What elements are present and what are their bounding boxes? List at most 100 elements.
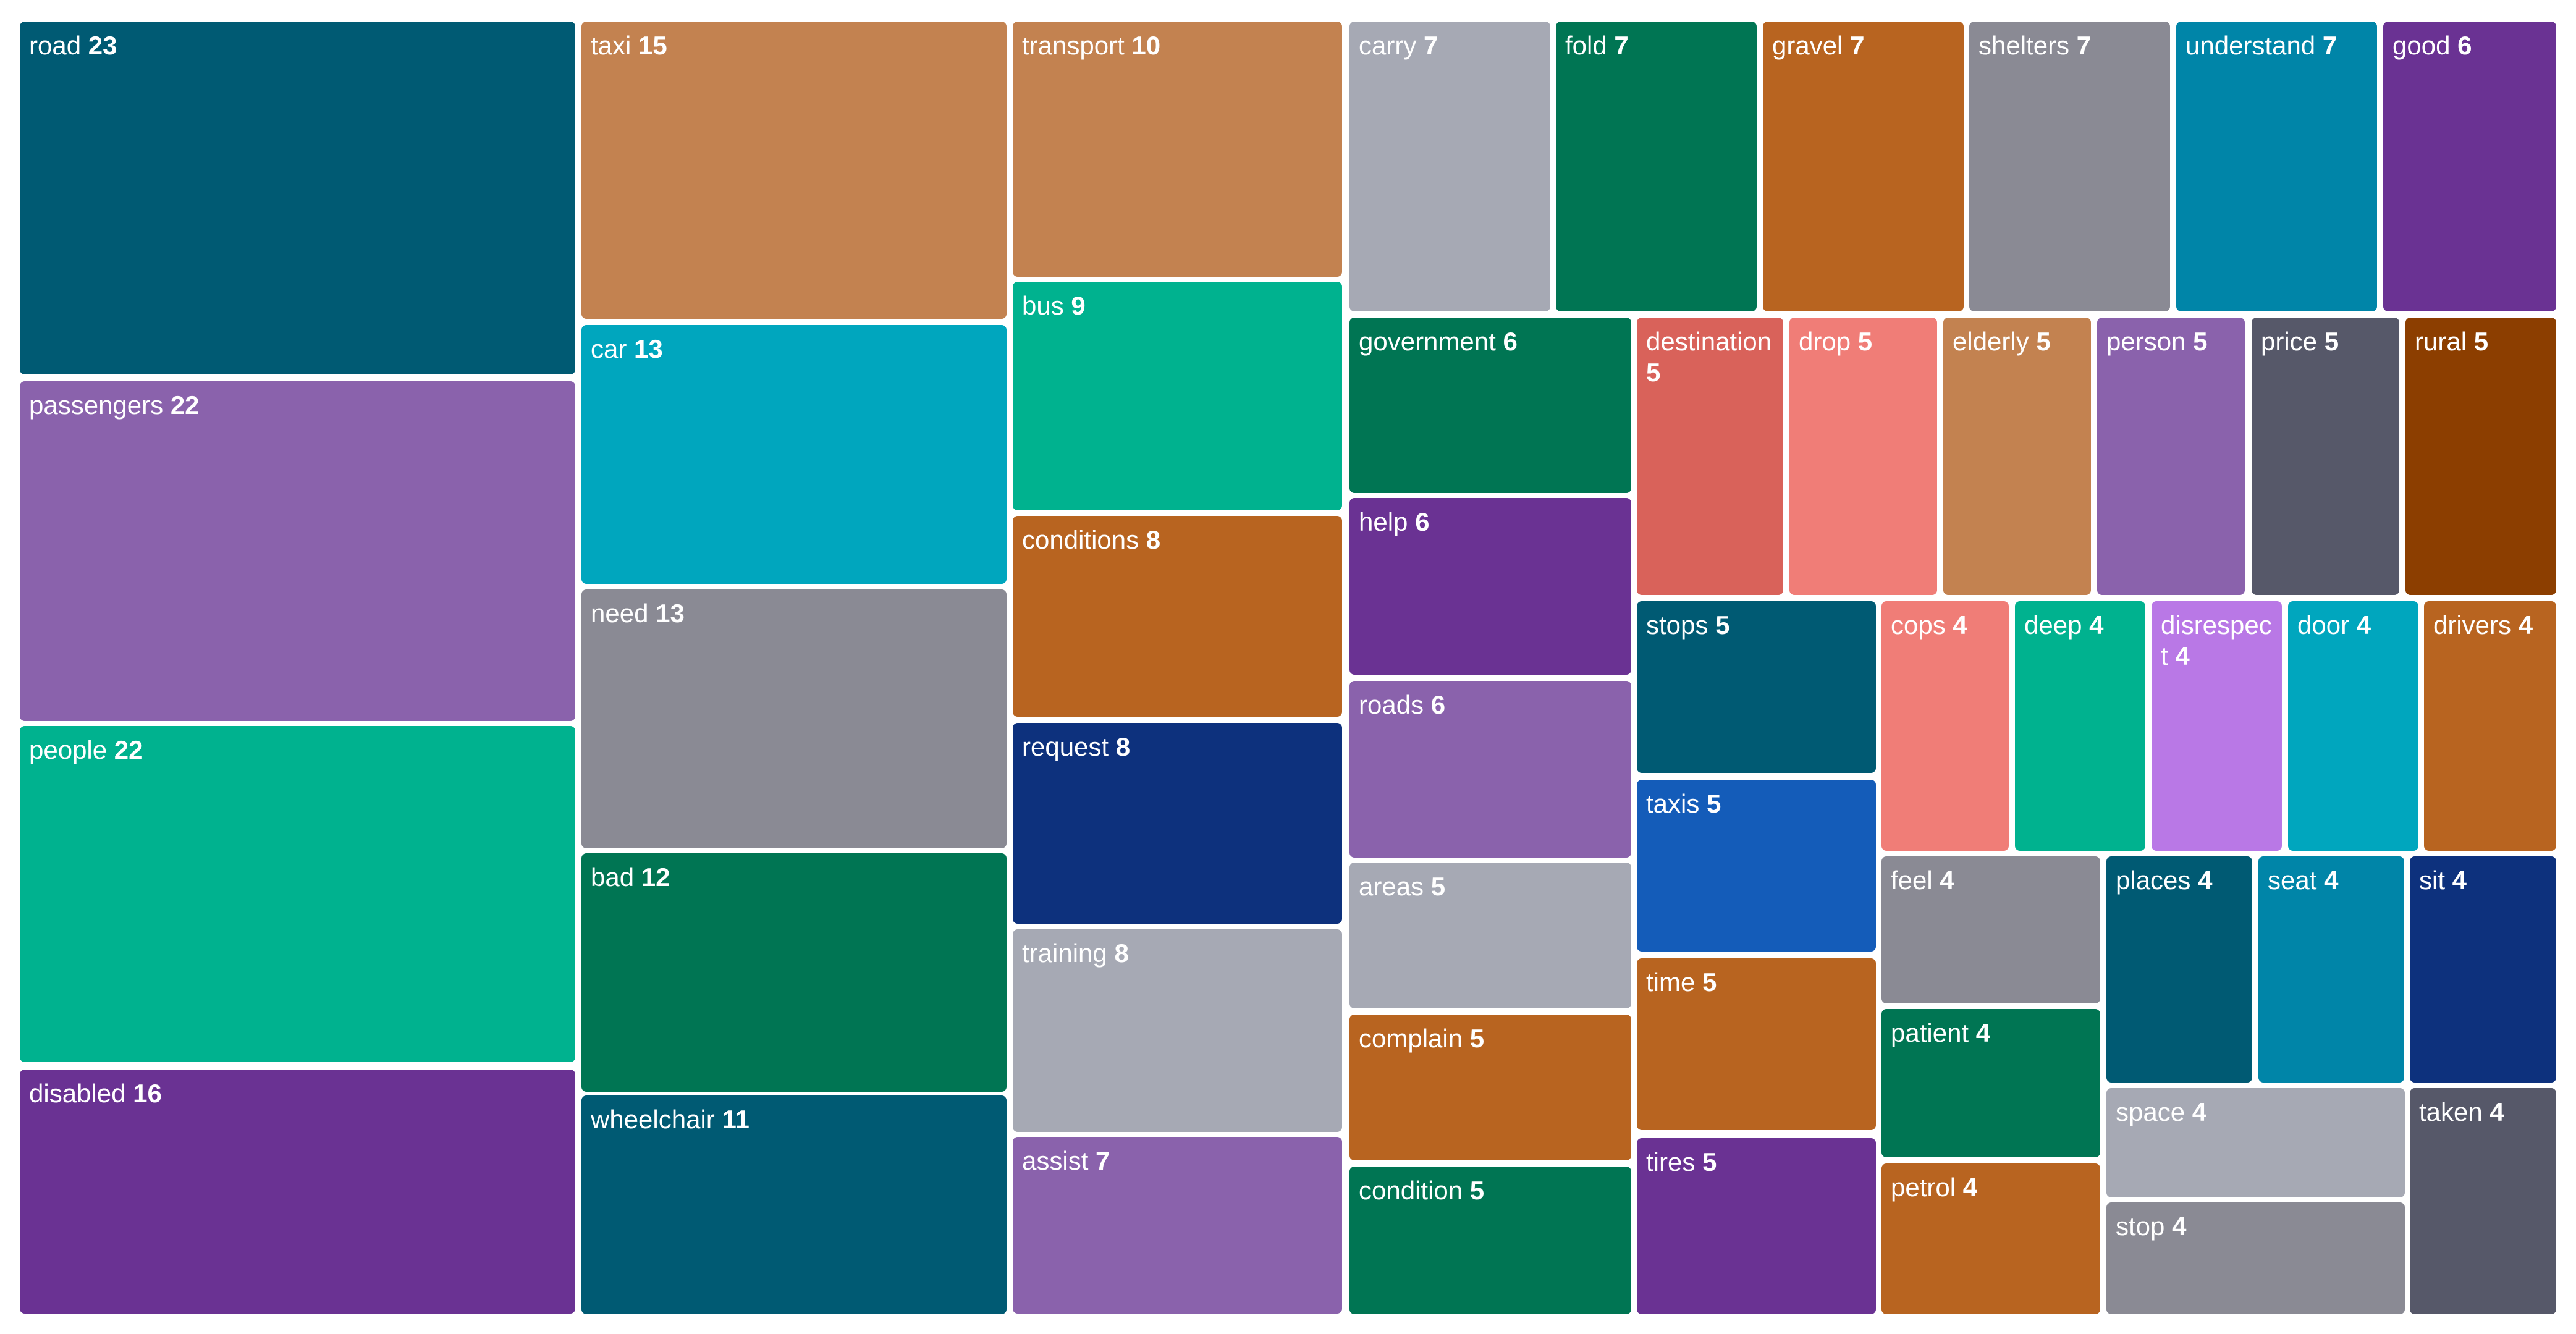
treemap-cell-sit: sit 4 bbox=[2410, 856, 2556, 1083]
cell-count: 5 bbox=[2036, 327, 2051, 356]
treemap-cell-need: need 13 bbox=[581, 589, 1007, 848]
cell-label: conditions 8 bbox=[1022, 525, 1336, 555]
cell-word: sit bbox=[2419, 866, 2445, 895]
cell-count: 7 bbox=[2076, 31, 2092, 60]
cell-label: understand 7 bbox=[2185, 30, 2371, 61]
cell-label: fold 7 bbox=[1565, 30, 1750, 61]
cell-word: government bbox=[1359, 327, 1496, 356]
treemap-cell-drop: drop 5 bbox=[1789, 318, 1937, 595]
cell-label: time 5 bbox=[1646, 967, 1870, 998]
cell-word: roads bbox=[1359, 690, 1424, 719]
treemap-cell-taxis: taxis 5 bbox=[1637, 780, 1876, 952]
treemap-cell-places: places 4 bbox=[2106, 856, 2252, 1083]
treemap-cell-destination: destination 5 bbox=[1637, 318, 1783, 595]
cell-label: assist 7 bbox=[1022, 1146, 1336, 1176]
cell-word: car bbox=[591, 334, 627, 363]
cell-word: cops bbox=[1891, 610, 1946, 640]
treemap-cell-assist: assist 7 bbox=[1013, 1137, 1342, 1314]
cell-word: bad bbox=[591, 863, 635, 892]
treemap-cell-conditions: conditions 8 bbox=[1013, 516, 1342, 717]
cell-word: shelters bbox=[1978, 31, 2070, 60]
cell-word: carry bbox=[1359, 31, 1417, 60]
cell-label: door 4 bbox=[2297, 610, 2412, 641]
cell-count: 5 bbox=[2324, 327, 2339, 356]
cell-label: disabled 16 bbox=[29, 1078, 569, 1109]
cell-word: wheelchair bbox=[591, 1105, 715, 1134]
treemap-cell-fold: fold 7 bbox=[1556, 22, 1757, 311]
cell-label: taken 4 bbox=[2419, 1097, 2550, 1128]
cell-label: carry 7 bbox=[1359, 30, 1544, 61]
cell-word: price bbox=[2261, 327, 2318, 356]
treemap-cell-areas: areas 5 bbox=[1349, 863, 1631, 1008]
cell-count: 5 bbox=[1857, 327, 1873, 356]
cell-count: 12 bbox=[641, 863, 670, 892]
cell-label: taxi 15 bbox=[591, 30, 1000, 61]
cell-label: condition 5 bbox=[1359, 1175, 1625, 1206]
treemap-cell-deep: deep 4 bbox=[2015, 601, 2145, 851]
cell-label: deep 4 bbox=[2024, 610, 2139, 641]
treemap-cell-help: help 6 bbox=[1349, 498, 1631, 675]
cell-count: 15 bbox=[638, 31, 667, 60]
cell-word: taxis bbox=[1646, 789, 1700, 818]
cell-word: tires bbox=[1646, 1147, 1696, 1176]
cell-word: feel bbox=[1891, 866, 1933, 895]
treemap-cell-transport: transport 10 bbox=[1013, 22, 1342, 277]
treemap-cell-good: good 6 bbox=[2383, 22, 2556, 311]
cell-word: seat bbox=[2268, 866, 2317, 895]
cell-count: 6 bbox=[1415, 507, 1430, 536]
treemap-cell-rural: rural 5 bbox=[2405, 318, 2556, 595]
cell-word: person bbox=[2106, 327, 2186, 356]
cell-word: need bbox=[591, 599, 649, 628]
cell-count: 4 bbox=[2489, 1097, 2504, 1126]
cell-count: 16 bbox=[133, 1079, 162, 1108]
treemap-cell-carry: carry 7 bbox=[1349, 22, 1550, 311]
cell-label: areas 5 bbox=[1359, 871, 1625, 902]
cell-count: 11 bbox=[722, 1105, 750, 1134]
treemap-cell-door: door 4 bbox=[2288, 601, 2418, 851]
cell-word: training bbox=[1022, 939, 1107, 968]
cell-count: 5 bbox=[1646, 358, 1661, 387]
treemap-cell-elderly: elderly 5 bbox=[1943, 318, 2091, 595]
cell-count: 8 bbox=[1146, 525, 1161, 554]
cell-word: stops bbox=[1646, 610, 1708, 640]
treemap-cell-person: person 5 bbox=[2097, 318, 2245, 595]
cell-label: feel 4 bbox=[1891, 865, 2094, 896]
cell-label: seat 4 bbox=[2268, 865, 2398, 896]
cell-count: 5 bbox=[1469, 1024, 1485, 1053]
cell-word: passengers bbox=[29, 390, 164, 420]
cell-label: need 13 bbox=[591, 598, 1000, 629]
cell-word: people bbox=[29, 735, 108, 764]
cell-label: sit 4 bbox=[2419, 865, 2550, 896]
cell-word: drivers bbox=[2433, 610, 2512, 640]
cell-label: gravel 7 bbox=[1772, 30, 1957, 61]
cell-count: 22 bbox=[114, 735, 143, 764]
cell-count: 4 bbox=[2089, 610, 2104, 640]
treemap-cell-gravel: gravel 7 bbox=[1763, 22, 1964, 311]
treemap-cell-tires: tires 5 bbox=[1637, 1138, 1876, 1314]
cell-word: elderly bbox=[1953, 327, 2029, 356]
cell-word: disrespect bbox=[2161, 610, 2272, 670]
cell-label: transport 10 bbox=[1022, 30, 1336, 61]
treemap-cell-complain: complain 5 bbox=[1349, 1015, 1631, 1160]
cell-word: fold bbox=[1565, 31, 1607, 60]
cell-count: 5 bbox=[1702, 968, 1717, 997]
cell-label: taxis 5 bbox=[1646, 788, 1870, 819]
cell-count: 4 bbox=[1975, 1018, 1991, 1047]
cell-word: taken bbox=[2419, 1097, 2483, 1126]
cell-label: bus 9 bbox=[1022, 290, 1336, 321]
cell-count: 5 bbox=[1430, 872, 1446, 901]
cell-count: 4 bbox=[2192, 1097, 2207, 1126]
cell-label: training 8 bbox=[1022, 938, 1336, 969]
cell-count: 4 bbox=[2198, 866, 2213, 895]
treemap-cell-space: space 4 bbox=[2106, 1088, 2405, 1197]
cell-label: wheelchair 11 bbox=[591, 1104, 1000, 1135]
treemap-cell-disrespect: disrespect 4 bbox=[2152, 601, 2282, 851]
treemap-cell-seat: seat 4 bbox=[2258, 856, 2404, 1083]
cell-count: 5 bbox=[2193, 327, 2208, 356]
cell-label: shelters 7 bbox=[1978, 30, 2164, 61]
cell-count: 4 bbox=[2172, 1212, 2187, 1241]
cell-word: road bbox=[29, 31, 82, 60]
cell-word: taxi bbox=[591, 31, 631, 60]
cell-count: 7 bbox=[1096, 1146, 1110, 1175]
